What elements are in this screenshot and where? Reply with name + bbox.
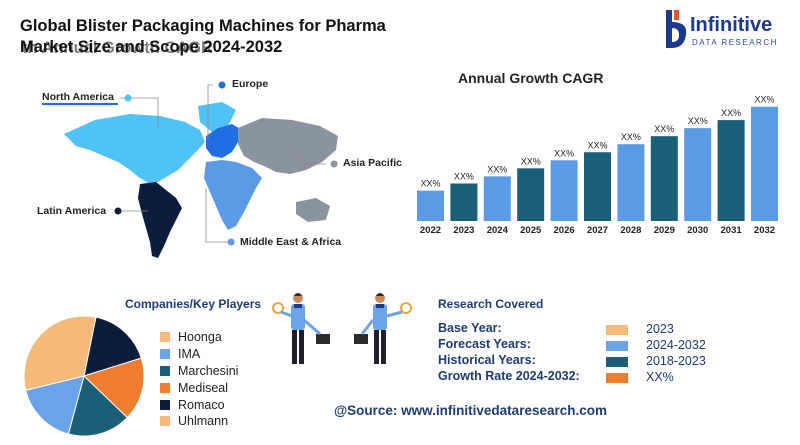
bar-2027 — [584, 152, 611, 221]
legend-label: Uhlmann — [178, 414, 229, 428]
bar-2023 — [450, 183, 478, 221]
bar-chart: XX% 2022 XX% 2023 XX% 2024 XX% 2025 XX% 2026 XX% 20… — [417, 95, 778, 236]
page-subtitle-overlap: th Annual Growth CAGR — [22, 39, 213, 57]
region-north-america — [64, 114, 205, 184]
x-tick-label: 2027 — [587, 225, 608, 236]
x-tick-label: 2023 — [453, 225, 474, 236]
logo-subtitle: DATA RESEARCH — [692, 38, 778, 47]
research-swatch-historical-years — [606, 357, 628, 367]
x-tick-label: 2029 — [654, 225, 675, 236]
bar-data-label: XX% — [454, 172, 474, 182]
bar-data-label: XX% — [487, 164, 507, 174]
pie-slice-hoonga — [23, 315, 97, 391]
bar-data-label: XX% — [754, 95, 774, 105]
legend-item-marchesini: Marchesini — [160, 364, 238, 378]
page-title: Global Blister Packaging Machines for Ph… — [20, 17, 386, 35]
bar-2030 — [684, 128, 712, 221]
logo-mark-icon — [666, 10, 687, 48]
legend-item-romaco: Romaco — [160, 398, 225, 412]
region-europe — [206, 124, 242, 158]
bar-data-label: XX% — [688, 116, 708, 126]
page-subtitle: Market Size and Scope 2024-2032 — [20, 38, 283, 56]
bar-2024 — [483, 176, 511, 221]
research-value-forecast-years: 2024-2032 — [646, 338, 706, 352]
legend-swatch — [160, 366, 170, 376]
bar-data-label: XX% — [654, 124, 674, 134]
region-asia-pacific — [238, 118, 338, 174]
research-swatch-growth-rate — [606, 373, 628, 383]
region-middle-east-africa — [204, 160, 262, 230]
legend-swatch — [160, 332, 170, 342]
map-label-asia-pacific: Asia Pacific — [343, 157, 402, 169]
research-swatch-forecast-years — [606, 341, 628, 351]
bar-2028 — [617, 144, 645, 221]
bar-2026 — [550, 160, 578, 221]
world-map — [42, 81, 338, 258]
logo-name: Infinitive — [690, 14, 773, 36]
bar-data-label: XX% — [587, 140, 607, 150]
region-greenland — [198, 102, 236, 132]
research-label-base-year: Base Year: — [438, 321, 502, 335]
pie-slice-marchesini — [67, 375, 128, 437]
bar-data-label: XX% — [521, 156, 541, 166]
legend-label: Hoonga — [178, 330, 222, 344]
brand-logo: Infinitive DATA RESEARCH — [664, 8, 784, 52]
research-heading: Research Covered — [438, 297, 544, 311]
legend-swatch — [160, 349, 170, 359]
region-latin-america — [138, 182, 182, 258]
analyst-left-icon — [272, 293, 330, 364]
research-label-forecast-years: Forecast Years: — [438, 337, 531, 351]
research-value-base-year: 2023 — [646, 322, 674, 336]
map-label-latin-america: Latin America — [37, 205, 107, 217]
bar-2031 — [717, 120, 745, 221]
x-tick-label: 2031 — [721, 225, 743, 236]
legend-item-ima: IMA — [160, 347, 200, 361]
x-tick-label: 2022 — [420, 225, 441, 236]
research-label-historical-years: Historical Years: — [438, 353, 536, 367]
legend-item-uhlmann: Uhlmann — [160, 414, 228, 428]
map-label-europe: Europe — [232, 78, 269, 90]
legend-item-mediseal: Mediseal — [160, 381, 228, 395]
x-tick-label: 2025 — [520, 225, 542, 236]
legend-label: Romaco — [178, 398, 225, 412]
pie-chart — [23, 315, 145, 437]
pie-slice-romaco — [83, 316, 142, 377]
x-tick-label: 2032 — [754, 225, 775, 236]
legend-swatch — [160, 400, 170, 410]
analyst-illustration — [272, 293, 412, 364]
legend-label: IMA — [178, 347, 201, 361]
bar-data-label: XX% — [420, 179, 440, 189]
legend-swatch — [160, 383, 170, 393]
map-label-middle-east-africa: Middle East & Africa — [240, 236, 342, 248]
bar-2025 — [517, 168, 545, 221]
bar-2022 — [417, 190, 444, 221]
bar-data-label: XX% — [621, 132, 641, 142]
bar-data-label: XX% — [721, 108, 741, 118]
legend-label: Mediseal — [178, 381, 229, 395]
x-tick-label: 2030 — [687, 225, 708, 236]
region-oceania — [296, 198, 330, 222]
legend-item-hoonga: Hoonga — [160, 330, 222, 344]
research-value-growth-rate: XX% — [646, 370, 674, 384]
bar-2029 — [650, 136, 678, 221]
x-tick-label: 2024 — [487, 225, 509, 236]
source-link[interactable]: @Source: www.infinitivedataresearch.com — [334, 403, 607, 418]
players-heading: Companies/Key Players — [125, 297, 262, 311]
research-label-growth-rate: Growth Rate 2024-2032: — [438, 369, 580, 383]
map-label-north-america: North America — [42, 91, 114, 103]
pie-slice-ima — [25, 375, 85, 435]
x-tick-label: 2026 — [554, 225, 575, 236]
research-swatch-base-year — [606, 325, 628, 335]
bar-chart-title: Annual Growth CAGR — [458, 70, 604, 86]
x-tick-label: 2028 — [620, 225, 641, 236]
analyst-right-icon — [354, 293, 412, 364]
bar-data-label: XX% — [554, 148, 574, 158]
bar-2032 — [751, 106, 778, 221]
legend-swatch — [160, 416, 170, 426]
pie-slice-mediseal — [83, 357, 145, 419]
legend-label: Marchesini — [178, 364, 239, 378]
research-value-historical-years: 2018-2023 — [646, 354, 706, 368]
